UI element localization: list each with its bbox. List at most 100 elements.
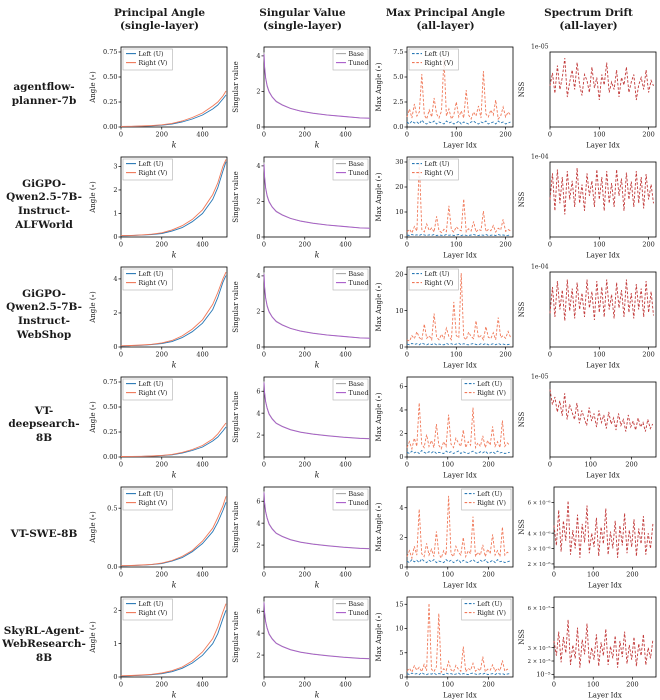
chart-cell-r3-c3: 0 100 200 0 10 20 Max Angle (∘) Layer Idx Left (… — [374, 260, 517, 370]
y-tick-label: 0 — [256, 233, 260, 241]
chart-principal-angle-r2: 0 200 400 0 1 2 3 Angle (∘) k Left (U) Right (V) — [89, 156, 228, 260]
chart-singular-value-r2: 0 200 400 0 2 4 Singular value k Base Tuned — [232, 156, 371, 260]
x-tick-label: 100 — [593, 131, 605, 139]
y-axis-label: NSS — [518, 81, 526, 97]
x-tick-label: 0 — [552, 571, 556, 579]
x-axis-label: Layer Idx — [586, 362, 620, 370]
x-tick-label: 200 — [299, 351, 311, 359]
chart-cell-r1-c3: 0 100 200 0.0 2.5 5.0 7.5 Max Angle (∘) Layer Id… — [374, 40, 517, 150]
x-tick-label: 200 — [299, 461, 311, 469]
x-axis-label: k — [172, 691, 177, 700]
legend-label: Left (U) — [139, 381, 164, 388]
chart-cell-r5-c1: 0 200 400 0.0 0.5 Angle (∘) k Left (U) Right (V) — [88, 480, 231, 590]
chart-cell-r1-c2: 0 200 400 0 2 4 Singular value k Base Tuned — [231, 40, 374, 150]
chart-cell-r6-c4: 0 100 200 10⁻⁵ 2 × 10⁻⁵ 3 × 10⁻⁵ 6 × 10⁻⁵ NSS La… — [517, 590, 660, 700]
y-axis-label: Max Angle (∘) — [375, 612, 383, 661]
x-axis-label: k — [315, 691, 320, 700]
legend-box — [461, 378, 512, 401]
legend-label: Left (U) — [477, 381, 502, 388]
chart-principal-angle-r4: 0 200 400 0.00 0.25 0.50 0.75 Angle (∘) k Left (U… — [89, 376, 228, 480]
x-tick-label: 0 — [262, 571, 266, 579]
y-tick-label: 0.75 — [103, 48, 117, 56]
x-tick-label: 200 — [482, 461, 494, 469]
row-label-model-5: VT-SWE-8B — [10, 528, 78, 541]
x-tick-label: 200 — [156, 571, 168, 579]
x-tick-label: 200 — [156, 131, 168, 139]
y-axis-label: Singular value — [232, 281, 240, 333]
series-line — [406, 161, 511, 234]
legend-label: Right (V) — [139, 390, 168, 397]
x-axis-label: k — [315, 361, 320, 370]
x-axis-label: Layer Idx — [443, 582, 477, 590]
legend-label: Right (V) — [477, 390, 506, 397]
series-line — [406, 273, 511, 342]
column-title-principal-angle: Principal Angle (single-layer) — [113, 6, 205, 32]
y-tick-label: 2.5 — [393, 98, 403, 106]
chart-cell-r2-c3: 0 100 200 0 10 20 30 Max Angle (∘) Layer Idx Left… — [374, 150, 517, 260]
y-tick-label: 0.5 — [107, 504, 117, 512]
y-tick-label: 4 — [256, 629, 260, 637]
legend-box — [461, 598, 512, 621]
legend-label: Tuned — [349, 280, 369, 287]
x-tick-label: 200 — [642, 131, 654, 139]
legend-box — [461, 488, 512, 511]
series-line — [120, 603, 227, 677]
y-tick-label: 4 — [256, 272, 260, 280]
y-tick-label: 4 — [399, 504, 403, 512]
chart-singular-value-r1: 0 200 400 0 2 4 Singular value k Base Tuned — [232, 46, 371, 150]
x-axis-label: Layer Idx — [586, 142, 620, 150]
y-tick-label: 3 × 10⁻⁶ — [528, 547, 551, 553]
legend-label: Right (V) — [139, 170, 168, 177]
axis-offset-label: 1e-04 — [531, 264, 549, 271]
y-axis-label: Angle (∘) — [89, 181, 97, 214]
x-tick-label: 0 — [405, 571, 409, 579]
y-tick-label: 2 × 10⁻⁶ — [528, 562, 551, 568]
x-axis-label: k — [172, 361, 177, 370]
x-axis-label: k — [172, 581, 177, 590]
x-tick-label: 200 — [626, 681, 638, 689]
x-tick-label: 0 — [262, 131, 266, 139]
series-line — [549, 167, 654, 215]
x-tick-label: 100 — [450, 241, 462, 249]
x-tick-label: 200 — [499, 131, 511, 139]
x-tick-label: 400 — [196, 681, 208, 689]
chart-cell-r1-c4: 0 100 200 NSS Layer Idx 1e-05 — [517, 40, 660, 150]
chart-cell-r4-c1: 0 200 400 0.00 0.25 0.50 0.75 Angle (∘) k Left (U… — [88, 370, 231, 480]
y-axis-label: Max Angle (∘) — [375, 502, 383, 551]
legend-label: Right (V) — [477, 610, 506, 617]
y-tick-label: 4 × 10⁻⁶ — [528, 531, 551, 537]
series-line — [406, 342, 511, 346]
x-tick-label: 200 — [482, 571, 494, 579]
x-tick-label: 100 — [442, 461, 454, 469]
chart-cell-r5-c3: 0 100 200 0 2 4 Max Angle (∘) Layer Idx Left (U)… — [374, 480, 517, 590]
y-tick-label: 6 — [256, 497, 260, 505]
chart-singular-value-r6: 0 200 400 2 4 6 Singular value k Base Tuned — [232, 596, 371, 700]
x-axis-label: k — [315, 141, 320, 150]
chart-max-principal-angle-r1: 0 100 200 0.0 2.5 5.0 7.5 Max Angle (∘) Layer Id… — [375, 46, 514, 150]
y-tick-label: 2 — [256, 541, 260, 549]
y-tick-label: 0.25 — [103, 428, 117, 436]
chart-cell-r3-c1: 0 200 400 0 2 4 Angle (∘) k Left (U) Right (V) — [88, 260, 231, 370]
row-label-model-1: agentflow- planner-7b — [11, 81, 77, 107]
legend-box — [122, 378, 173, 401]
axis-offset-label: 1e-05 — [531, 374, 549, 381]
x-tick-label: 0 — [405, 681, 409, 689]
x-tick-label: 0 — [119, 571, 123, 579]
y-tick-label: 10 — [395, 625, 403, 633]
legend-box — [332, 378, 369, 401]
legend-box — [332, 268, 369, 291]
x-tick-label: 400 — [196, 571, 208, 579]
chart-principal-angle-r6: 0 200 400 0 1 2 Angle (∘) k Left (U) Right (V) — [89, 596, 228, 700]
legend-box — [332, 598, 369, 621]
legend-label: Tuned — [349, 60, 369, 67]
y-axis-label: Angle (∘) — [89, 621, 97, 654]
x-tick-label: 100 — [442, 681, 454, 689]
x-tick-label: 400 — [196, 241, 208, 249]
x-tick-label: 100 — [587, 571, 599, 579]
chart-cell-r5-c4: 0 100 200 2 × 10⁻⁶ 3 × 10⁻⁶ 4 × 10⁻⁶ 6 × 10⁻⁶ N… — [517, 480, 660, 590]
axis-offset-label: 1e-04 — [531, 154, 549, 161]
chart-cell-r2-c4: 0 100 200 NSS Layer Idx 1e-04 — [517, 150, 660, 260]
y-tick-label: 6 × 10⁻⁶ — [528, 501, 551, 507]
chart-cell-r6-c3: 0 100 200 0 5 10 15 Max Angle (∘) Layer Idx Left … — [374, 590, 517, 700]
